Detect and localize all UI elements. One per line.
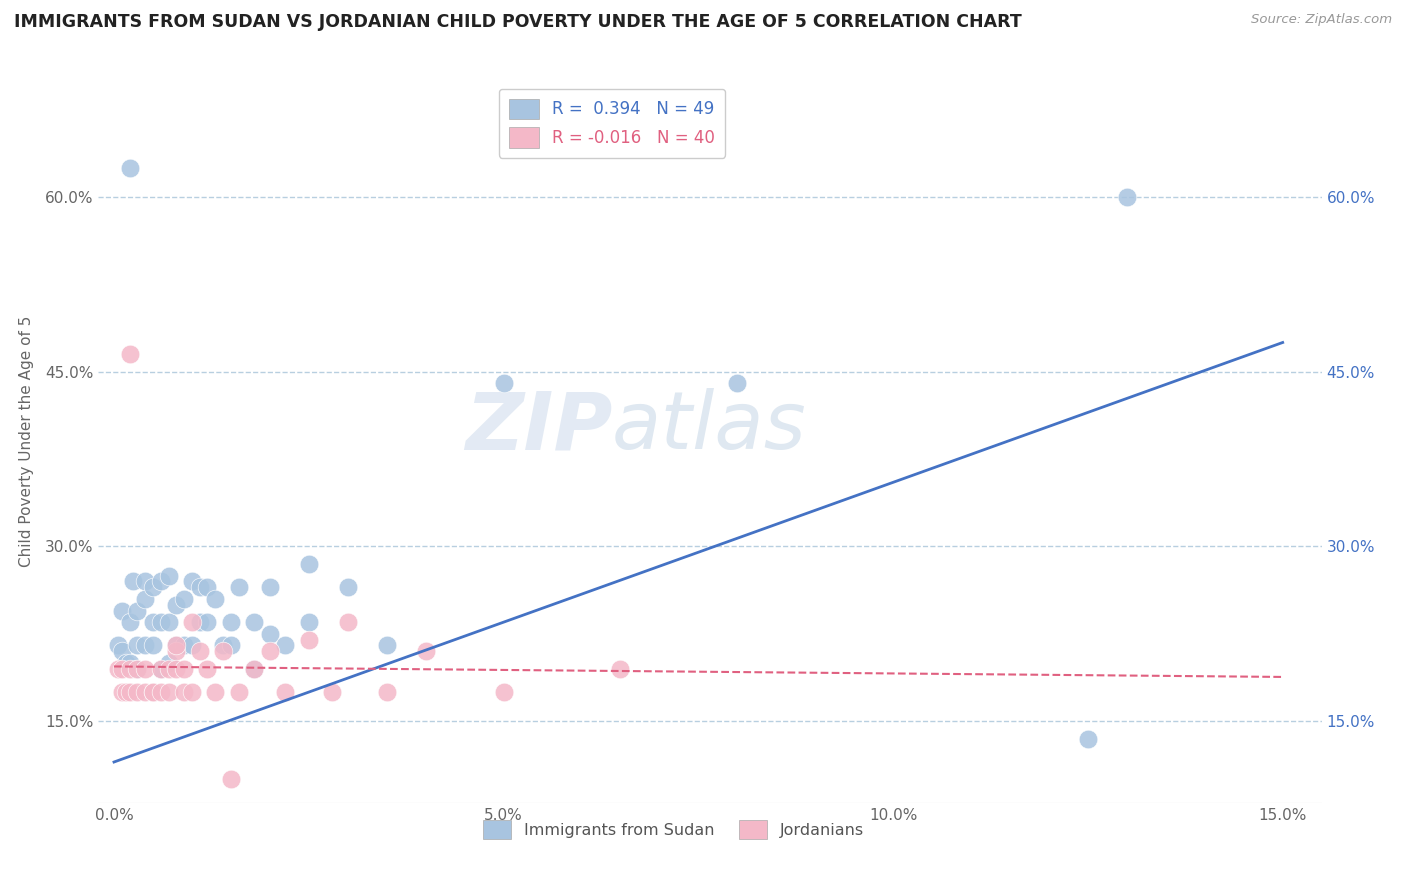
Point bbox=[127, 603, 149, 617]
Point bbox=[180, 615, 202, 630]
Point bbox=[219, 615, 242, 630]
Point bbox=[114, 656, 136, 670]
Point bbox=[127, 662, 149, 676]
Point bbox=[142, 685, 165, 699]
Point bbox=[173, 591, 195, 606]
Point bbox=[336, 580, 359, 594]
Point bbox=[149, 615, 172, 630]
Point bbox=[375, 639, 398, 653]
Point bbox=[157, 568, 180, 582]
Point bbox=[165, 639, 187, 653]
Point bbox=[415, 644, 437, 658]
Point bbox=[188, 644, 211, 658]
Point bbox=[492, 685, 515, 699]
Point bbox=[165, 598, 187, 612]
Text: Source: ZipAtlas.com: Source: ZipAtlas.com bbox=[1251, 13, 1392, 27]
Point bbox=[298, 557, 321, 571]
Point bbox=[298, 615, 321, 630]
Point bbox=[142, 639, 165, 653]
Point bbox=[375, 685, 398, 699]
Point bbox=[180, 574, 202, 589]
Point bbox=[165, 639, 187, 653]
Point bbox=[204, 685, 226, 699]
Point bbox=[111, 603, 134, 617]
Point bbox=[1115, 190, 1137, 204]
Point bbox=[259, 644, 281, 658]
Point bbox=[149, 662, 172, 676]
Point bbox=[188, 580, 211, 594]
Point bbox=[204, 591, 226, 606]
Point bbox=[228, 580, 250, 594]
Point bbox=[142, 615, 165, 630]
Point bbox=[107, 662, 129, 676]
Point bbox=[212, 644, 235, 658]
Point bbox=[609, 662, 631, 676]
Point bbox=[118, 662, 141, 676]
Point bbox=[173, 662, 195, 676]
Point bbox=[142, 685, 165, 699]
Point bbox=[212, 639, 235, 653]
Point bbox=[111, 644, 134, 658]
Point bbox=[259, 627, 281, 641]
Legend: Immigrants from Sudan, Jordanians: Immigrants from Sudan, Jordanians bbox=[477, 814, 870, 846]
Point bbox=[298, 632, 321, 647]
Text: ZIP: ZIP bbox=[465, 388, 612, 467]
Point bbox=[149, 574, 172, 589]
Y-axis label: Child Poverty Under the Age of 5: Child Poverty Under the Age of 5 bbox=[18, 316, 34, 567]
Point bbox=[173, 685, 195, 699]
Text: IMMIGRANTS FROM SUDAN VS JORDANIAN CHILD POVERTY UNDER THE AGE OF 5 CORRELATION : IMMIGRANTS FROM SUDAN VS JORDANIAN CHILD… bbox=[14, 13, 1022, 31]
Point bbox=[127, 662, 149, 676]
Point bbox=[197, 662, 219, 676]
Point bbox=[243, 662, 266, 676]
Point bbox=[228, 685, 250, 699]
Point bbox=[197, 580, 219, 594]
Point bbox=[149, 685, 172, 699]
Point bbox=[321, 685, 343, 699]
Point bbox=[1077, 731, 1099, 746]
Point bbox=[118, 347, 141, 361]
Point bbox=[274, 685, 297, 699]
Point bbox=[134, 639, 156, 653]
Point bbox=[134, 574, 156, 589]
Point bbox=[219, 639, 242, 653]
Point bbox=[197, 615, 219, 630]
Point bbox=[219, 772, 242, 787]
Point bbox=[111, 662, 134, 676]
Point bbox=[134, 685, 156, 699]
Point bbox=[118, 615, 141, 630]
Point bbox=[157, 662, 180, 676]
Point bbox=[142, 580, 165, 594]
Point bbox=[134, 662, 156, 676]
Point bbox=[127, 639, 149, 653]
Point bbox=[157, 685, 180, 699]
Point bbox=[118, 656, 141, 670]
Point bbox=[111, 685, 134, 699]
Point bbox=[259, 580, 281, 594]
Point bbox=[122, 574, 145, 589]
Point bbox=[165, 662, 187, 676]
Point bbox=[118, 685, 141, 699]
Point bbox=[274, 639, 297, 653]
Point bbox=[118, 161, 141, 175]
Point bbox=[492, 376, 515, 391]
Point bbox=[243, 662, 266, 676]
Text: atlas: atlas bbox=[612, 388, 807, 467]
Point bbox=[165, 644, 187, 658]
Point bbox=[157, 656, 180, 670]
Point bbox=[180, 685, 202, 699]
Point bbox=[157, 615, 180, 630]
Point bbox=[114, 685, 136, 699]
Point bbox=[188, 615, 211, 630]
Point bbox=[173, 639, 195, 653]
Point bbox=[243, 615, 266, 630]
Point bbox=[107, 639, 129, 653]
Point bbox=[134, 591, 156, 606]
Point bbox=[127, 685, 149, 699]
Point bbox=[336, 615, 359, 630]
Point bbox=[149, 662, 172, 676]
Point bbox=[725, 376, 748, 391]
Point bbox=[180, 639, 202, 653]
